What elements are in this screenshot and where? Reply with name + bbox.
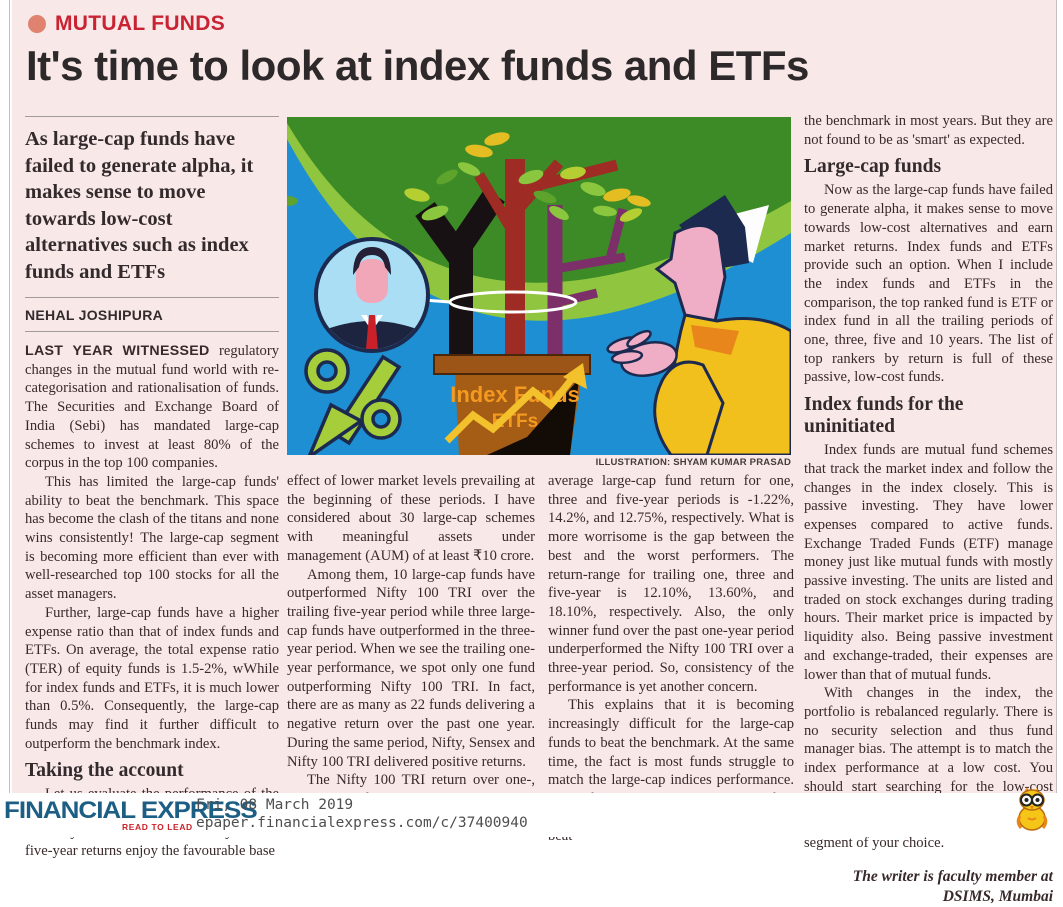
section-label: MUTUAL FUNDS (55, 12, 226, 35)
section-kicker: MUTUAL FUNDS (28, 12, 225, 36)
column-4: the benchmark in most years. But they ar… (804, 112, 1053, 907)
paragraph: Further, large-cap funds have a higher e… (25, 604, 279, 752)
paragraph-text: regulatory changes in the mutual fund wo… (25, 343, 279, 472)
column-2: effect of lower market levels prevailing… (287, 472, 535, 827)
bullet-dot-icon (28, 15, 46, 33)
epaper-footer: FINANCIAL EXPRESS READ TO LEAD Fri, 08 M… (0, 787, 1063, 837)
paragraph: average large-cap fund return for one, t… (548, 473, 794, 695)
logo-tagline: READ TO LEAD (122, 822, 193, 832)
financial-express-logo: FINANCIAL EXPRESS (4, 796, 258, 824)
lead-in: LAST YEAR WITNESSED (25, 343, 220, 359)
index-funds-pot: Index Funds ETFs (433, 354, 591, 455)
subhead-large-cap-funds: Large-cap funds (804, 156, 942, 178)
column-1: As large-cap funds have failed to genera… (25, 116, 279, 860)
paragraph: effect of lower market levels prevailing… (287, 473, 535, 564)
observing-man (606, 195, 793, 457)
illustration-credit: ILLUSTRATION: SHYAM KUMAR PRASAD (595, 457, 791, 468)
illustration: Index Funds ETFs (276, 117, 793, 462)
left-edge-divider (9, 0, 10, 793)
writer-credit: The writer is faculty member at DSIMS, M… (852, 867, 1053, 905)
paragraph: LAST YEAR WITNESSED regulatory changes i… (25, 342, 279, 473)
investor-avatar (314, 237, 430, 353)
paragraph: Index funds are mutual fund schemes that… (804, 442, 1053, 683)
leaves (276, 132, 651, 222)
percent-down-icon (304, 348, 402, 462)
right-edge-divider (1056, 0, 1057, 793)
edition-meta: Fri, 08 March 2019 epaper.financialexpre… (196, 796, 528, 832)
column-3: average large-cap fund return for one, t… (548, 472, 794, 846)
subhead-taking-the-account: Taking the account (25, 760, 184, 782)
tree-trunks (415, 159, 628, 369)
paragraph: Among them, 10 large-cap funds have outp… (287, 566, 535, 770)
epaper-url: epaper.financialexpress.com/c/37400940 (196, 815, 528, 831)
owl-mascot-icon (1009, 786, 1055, 837)
article-headline: It's time to look at index funds and ETF… (26, 42, 809, 89)
byline: NEHAL JOSHIPURA (25, 298, 279, 332)
article-clipping: MUTUAL FUNDS It's time to look at index … (12, 0, 1056, 905)
edition-date: Fri, 08 March 2019 (196, 797, 354, 813)
standfirst: As large-cap funds have failed to genera… (25, 116, 279, 298)
paragraph: This has limited the large-cap funds' ab… (25, 473, 279, 603)
paragraph: Now as the large-cap funds have failed t… (804, 182, 1053, 386)
subhead-index-funds-uninitiated: Index funds for the uninitiated (804, 394, 964, 438)
paragraph: the benchmark in most years. But they ar… (804, 113, 1053, 148)
